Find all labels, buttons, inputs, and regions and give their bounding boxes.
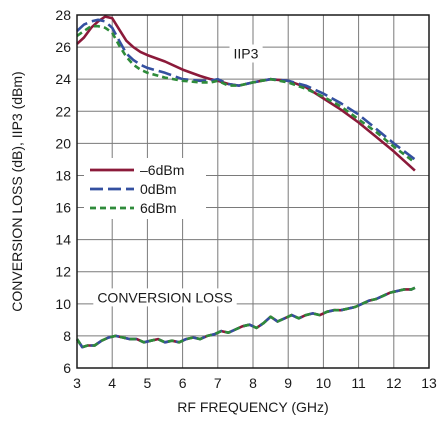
y-tick-label: 8 <box>63 328 71 344</box>
y-tick-label: 22 <box>55 103 71 119</box>
x-tick-label: 8 <box>249 375 257 391</box>
conversion-loss-annotation: CONVERSION LOSS <box>97 289 232 305</box>
axes: 3 4 5 6 7 8 9 10 11 12 13 6 8 10 12 14 16 18 20 22 24 26 28 <box>55 7 437 391</box>
x-tick-label: 9 <box>284 375 292 391</box>
legend-label: 6dBm <box>140 200 177 216</box>
x-tick-label: 5 <box>144 375 152 391</box>
y-tick-label: 20 <box>55 135 71 151</box>
y-tick-label: 10 <box>55 296 71 312</box>
series-line <box>75 286 416 349</box>
annotations: IIP3 CONVERSION LOSS <box>93 44 263 307</box>
plot-frame <box>76 14 430 369</box>
iip3-annotation: IIP3 <box>234 46 259 62</box>
y-tick-label: 14 <box>55 232 71 248</box>
y-tick-label: 16 <box>55 200 71 216</box>
y-tick-label: 18 <box>55 167 71 183</box>
legend: –6dBm 0dBm 6dBm <box>84 158 206 219</box>
x-tick-label: 10 <box>316 375 332 391</box>
x-tick-label: 3 <box>73 375 81 391</box>
y-tick-label: 28 <box>55 7 71 23</box>
x-axis-label: RF FREQUENCY (GHz) <box>177 399 328 415</box>
x-tick-label: 11 <box>351 375 366 391</box>
series-group <box>75 15 416 349</box>
y-tick-label: 12 <box>55 264 71 280</box>
x-tick-label: 12 <box>386 375 402 391</box>
series-line <box>76 24 416 164</box>
x-tick-label: 6 <box>179 375 187 391</box>
x-tick-label: 4 <box>108 375 116 391</box>
y-tick-label: 24 <box>55 71 71 87</box>
y-tick-label: 26 <box>55 39 71 55</box>
y-axis-label: CONVERSION LOSS (dB), IIP3 (dBm) <box>9 71 25 311</box>
series-line <box>76 15 416 172</box>
iip3-annotation-background <box>229 44 263 63</box>
x-tick-label: 13 <box>421 375 437 391</box>
conversion-loss-annotation-background <box>93 288 237 307</box>
legend-label: 0dBm <box>140 181 177 197</box>
y-tick-label: 6 <box>63 360 71 376</box>
x-tick-label: 7 <box>214 375 222 391</box>
series-line <box>76 18 416 161</box>
legend-label: –6dBm <box>140 162 184 178</box>
